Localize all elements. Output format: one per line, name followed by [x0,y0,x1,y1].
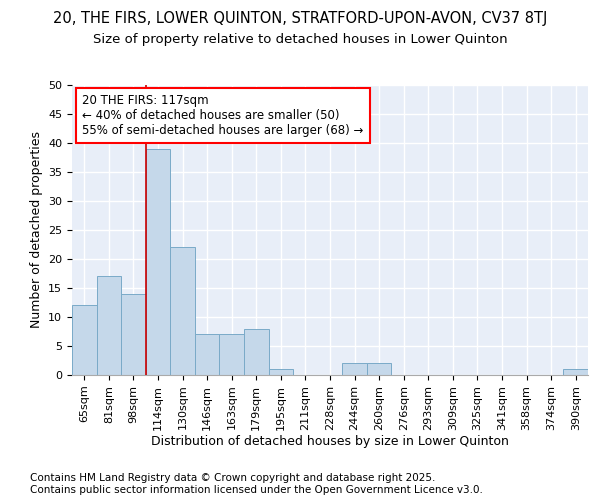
Text: Contains HM Land Registry data © Crown copyright and database right 2025.
Contai: Contains HM Land Registry data © Crown c… [30,474,483,495]
Y-axis label: Number of detached properties: Number of detached properties [29,132,43,328]
Bar [72,306,97,375]
Bar [195,334,220,375]
Bar [121,294,146,375]
Bar [269,369,293,375]
X-axis label: Distribution of detached houses by size in Lower Quinton: Distribution of detached houses by size … [151,436,509,448]
Text: 20, THE FIRS, LOWER QUINTON, STRATFORD-UPON-AVON, CV37 8TJ: 20, THE FIRS, LOWER QUINTON, STRATFORD-U… [53,10,547,26]
Bar [97,276,121,375]
Bar [367,364,391,375]
Bar [244,328,269,375]
Bar [170,248,195,375]
Bar [220,334,244,375]
Bar [342,364,367,375]
Bar [146,149,170,375]
Text: Size of property relative to detached houses in Lower Quinton: Size of property relative to detached ho… [92,32,508,46]
Text: 20 THE FIRS: 117sqm
← 40% of detached houses are smaller (50)
55% of semi-detach: 20 THE FIRS: 117sqm ← 40% of detached ho… [82,94,364,136]
Bar [563,369,588,375]
